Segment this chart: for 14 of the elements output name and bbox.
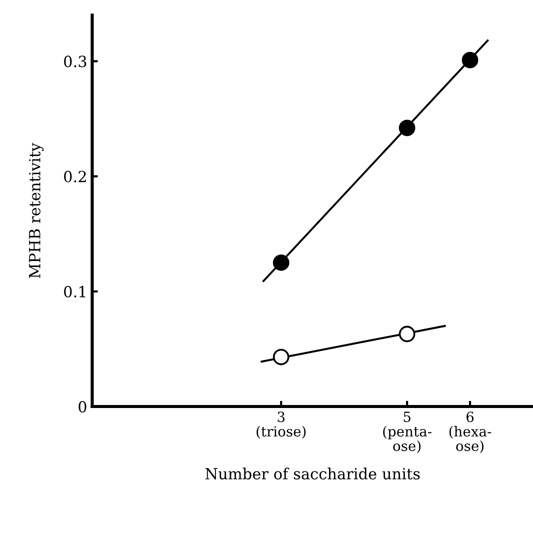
point bbox=[398, 326, 416, 342]
y-tick-label: 0.3 bbox=[64, 56, 86, 68]
x-tick-label: 3 (triose) bbox=[256, 412, 306, 439]
y-axis-title: MPHB retentivity bbox=[28, 142, 44, 278]
point bbox=[462, 52, 478, 68]
point bbox=[398, 120, 416, 136]
point bbox=[272, 348, 290, 366]
x-tick-label: 5 (penta- ose) bbox=[383, 412, 432, 454]
x-tick-label: 6 (hexa- ose) bbox=[449, 412, 492, 454]
y-tick-label: 0 bbox=[78, 400, 86, 413]
x-axis-title: Number of saccharide units bbox=[205, 468, 420, 480]
y-tick-label: 0.2 bbox=[64, 170, 86, 182]
y-tick-label: 0.1 bbox=[64, 286, 86, 298]
point bbox=[272, 254, 290, 271]
